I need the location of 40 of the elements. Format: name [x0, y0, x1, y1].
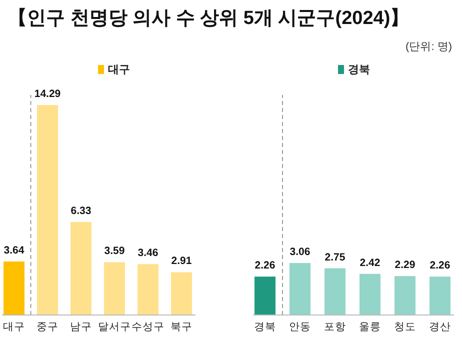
bar: [394, 276, 416, 315]
data-label: 2.26: [430, 260, 450, 272]
data-label: 2.29: [394, 259, 416, 272]
data-label: 2.91: [171, 255, 192, 268]
x-tick-label: 경산: [429, 321, 451, 333]
chart-title: 【인구 천명당 의사 수 상위 5개 시군구(2024)】: [8, 7, 410, 29]
data-label: 2.75: [324, 251, 346, 264]
bar: [104, 262, 125, 315]
bar: [360, 274, 380, 315]
legend-label: 경북: [348, 64, 370, 76]
data-label: 14.29: [34, 88, 61, 100]
data-label: 3.59: [104, 245, 125, 258]
data-label: 3.06: [290, 246, 310, 258]
x-tick-label: 대구: [3, 321, 25, 333]
x-tick-label: 안동: [289, 321, 311, 333]
legend-label: 대구: [108, 64, 130, 76]
data-label: 3.64: [4, 244, 24, 257]
x-tick-label: 포항: [324, 321, 346, 333]
bar: [290, 263, 310, 315]
data-label: 6.33: [70, 204, 92, 217]
data-label: 3.46: [138, 247, 158, 260]
bar: [4, 262, 24, 315]
bar: [138, 264, 158, 315]
bar: [254, 276, 276, 315]
x-tick-label: 남구: [70, 321, 92, 333]
x-tick-label: 중구: [36, 321, 58, 333]
bar: [70, 222, 92, 315]
x-tick-label: 청도: [394, 321, 416, 333]
data-label: 2.26: [254, 260, 276, 272]
text: (단위: 명): [406, 41, 452, 53]
data-label: 2.42: [360, 256, 380, 269]
bar: [324, 268, 346, 315]
x-tick-label: 울릉: [359, 321, 381, 333]
x-tick-label: 경북: [254, 321, 276, 333]
x-tick-label: 수성구: [132, 321, 164, 333]
bar: [37, 105, 58, 315]
bar: [171, 272, 192, 315]
x-tick-label: 북구: [170, 321, 192, 333]
x-tick-label: 달서구: [98, 321, 131, 333]
bar: [430, 276, 450, 315]
